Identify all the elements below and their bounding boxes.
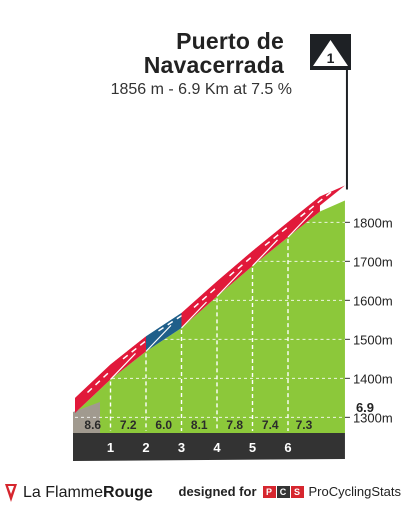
gradient-label-5: 7.8 xyxy=(226,418,243,432)
end-distance-label: 6.9 xyxy=(356,400,374,415)
km-marker-3: 3 xyxy=(178,440,185,455)
category-triangle-icon xyxy=(313,40,348,66)
gradient-label-3: 6.0 xyxy=(155,418,172,432)
la-flamme-rouge-logo[interactable]: La FlammeRouge xyxy=(4,482,153,504)
pcs-logo-letter-c: C xyxy=(276,485,290,498)
category-label: 1 xyxy=(327,50,335,66)
profile-base-band xyxy=(73,433,345,461)
ribbon-front-1 xyxy=(75,364,111,413)
brand-regular: La Flamme xyxy=(23,484,104,501)
ribbon-km-separator-6 xyxy=(287,210,314,238)
gradient-label-6: 7.4 xyxy=(262,418,279,432)
flame-icon xyxy=(5,484,17,502)
km-marker-5: 5 xyxy=(249,440,256,455)
km-marker-6: 6 xyxy=(284,440,291,455)
ribbon-km-separator-4 xyxy=(216,269,243,297)
y-tick-label-1300: 1300m xyxy=(353,410,393,425)
gradient-label-1: 8.6 xyxy=(84,418,101,432)
km-marker-1: 1 xyxy=(107,440,114,455)
y-tick-label-1400: 1400m xyxy=(353,371,393,386)
pcs-name: ProCyclingStats xyxy=(308,484,401,499)
ribbon-front-4 xyxy=(181,281,217,328)
y-tick-label-1800: 1800m xyxy=(353,215,393,230)
ribbon-centerline-1 xyxy=(86,358,124,394)
ribbon-front-2 xyxy=(110,336,146,380)
gradient-label-2: 7.2 xyxy=(120,418,137,432)
gradient-label-7: 7.3 xyxy=(296,418,313,432)
ribbon-km-separator-3 xyxy=(181,301,207,329)
pcs-logo-letter-s: S xyxy=(290,485,304,498)
ribbon-centerline-4 xyxy=(193,275,230,309)
ribbon-km-separator-5 xyxy=(252,239,278,267)
climb-title-line1: Puerto de xyxy=(176,28,284,54)
km-marker-2: 2 xyxy=(142,440,149,455)
climb-title-line2: Navacerrada xyxy=(143,52,284,78)
ribbon-front-5 xyxy=(217,250,253,297)
designed-for-label: designed for xyxy=(178,484,257,499)
pcs-logo-letter-p: P xyxy=(262,485,276,498)
gradient-label-4: 8.1 xyxy=(191,418,208,432)
ribbon-centerline-7 xyxy=(300,190,333,218)
profile-fill xyxy=(75,200,345,433)
y-tick-label-1500: 1500m xyxy=(353,332,393,347)
ribbon-km-separator-1 xyxy=(110,353,136,380)
ribbon-front-6 xyxy=(252,222,288,266)
y-tick-label-1700: 1700m xyxy=(353,254,393,269)
ribbon-km-separator-2 xyxy=(145,324,172,352)
brand-bold: Rouge xyxy=(103,484,153,501)
y-tick-label-1600: 1600m xyxy=(353,293,393,308)
km-marker-4: 4 xyxy=(213,440,221,455)
climb-subtitle: 1856 m - 6.9 Km at 7.5 % xyxy=(110,81,292,98)
